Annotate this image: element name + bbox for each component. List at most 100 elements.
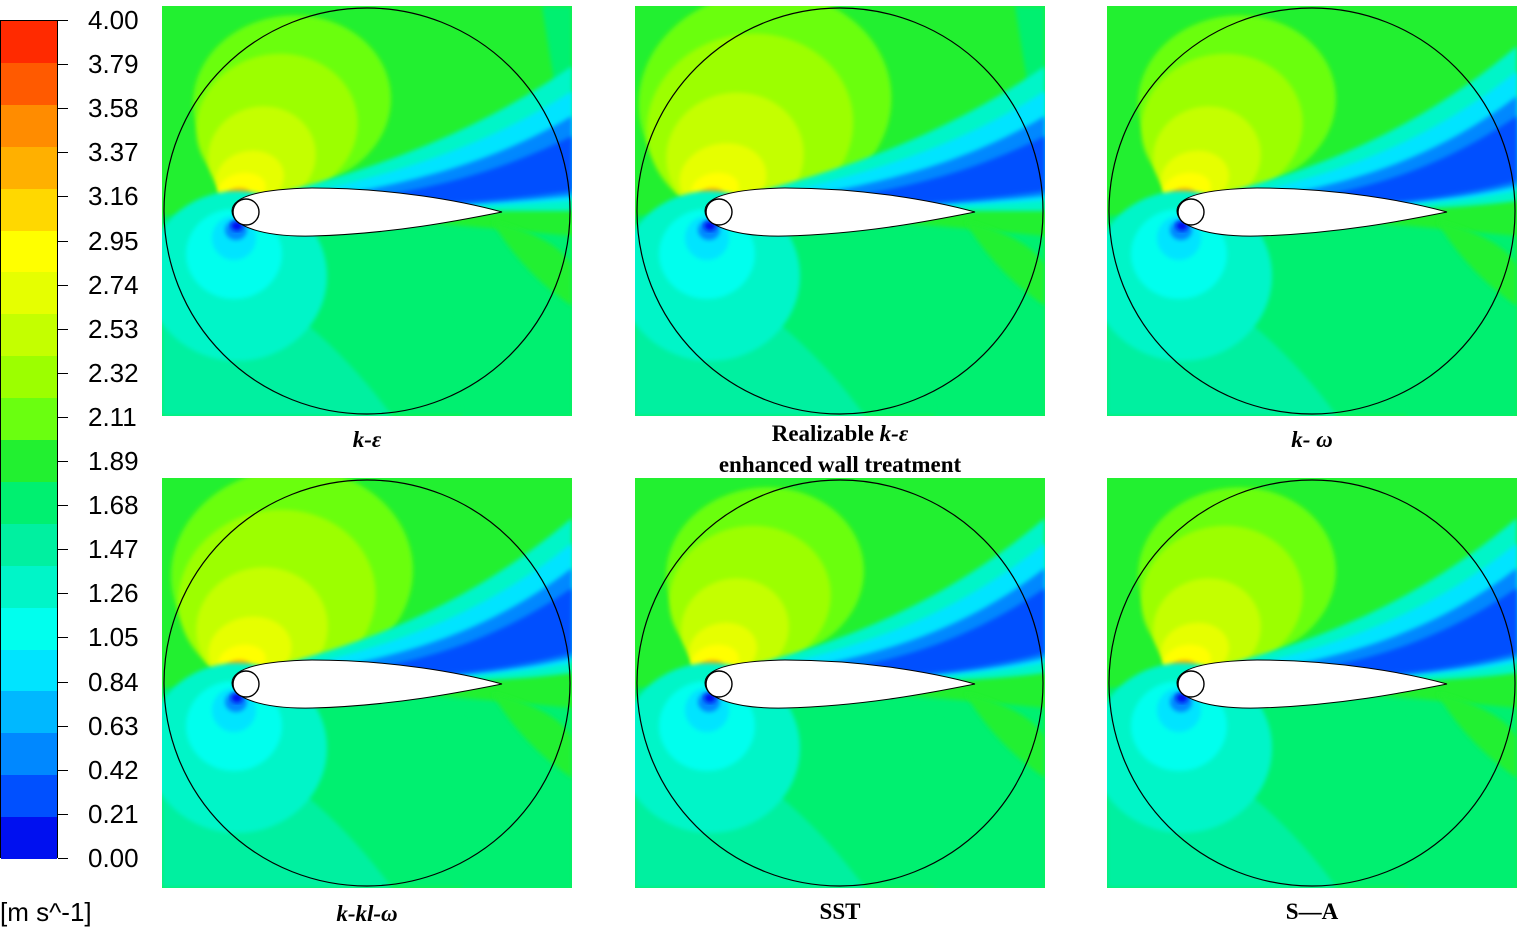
legend-tick — [58, 64, 68, 66]
legend-tick — [58, 328, 68, 330]
domain-boundary-circle — [163, 479, 571, 887]
legend-tick — [58, 593, 68, 595]
domain-boundary-circle — [1108, 479, 1516, 887]
legend-tick-label: 4.00 — [88, 5, 139, 35]
legend-unit-label: [m s^-1] — [0, 897, 92, 927]
velocity-color-legend: 4.00 3.79 3.58 3.37 3.16 2.95 2.74 2.53 2.32 2.11… — [0, 0, 160, 927]
legend-color-bar — [0, 20, 58, 860]
legend-tick — [58, 769, 68, 771]
leading-edge-cylinder — [232, 198, 260, 226]
legend-swatch — [1, 523, 57, 567]
leading-edge-cylinder — [1177, 198, 1205, 226]
legend-swatch — [1, 62, 57, 106]
legend-tick — [58, 813, 68, 815]
caption-realizable-line2: enhanced wall treatment — [718, 452, 962, 478]
caption-k-omega: k- ω — [1107, 424, 1517, 455]
legend-tick — [58, 681, 68, 683]
contour-plot — [635, 6, 1045, 416]
legend-swatch — [1, 314, 57, 357]
legend-tick — [58, 416, 68, 418]
legend-tick-label: 3.16 — [88, 181, 139, 212]
caption-k-eps-text: k-ε — [352, 427, 382, 452]
legend-swatch — [1, 565, 57, 609]
legend-tick-label: 3.37 — [88, 137, 139, 168]
contour-panel-k-eps — [162, 6, 572, 416]
legend-swatch — [1, 691, 57, 734]
legend-swatch — [1, 607, 57, 650]
caption-k-omega-text: k- ω — [1291, 427, 1333, 452]
legend-tick — [58, 20, 68, 21]
legend-tick — [58, 108, 68, 110]
legend-tick-label: 1.68 — [88, 490, 139, 521]
legend-tick-label: 2.95 — [88, 225, 139, 256]
domain-boundary-circle — [1108, 7, 1516, 415]
caption-sst: SST — [635, 896, 1045, 927]
legend-tick-label: 1.89 — [88, 446, 139, 477]
airfoil-shape — [231, 187, 503, 237]
contour-plot — [162, 478, 572, 888]
legend-swatch — [1, 188, 57, 231]
contour-panel-kkl-omega — [162, 478, 572, 888]
legend-swatch — [1, 146, 57, 190]
contour-plot — [162, 6, 572, 416]
domain-boundary-circle — [163, 7, 571, 415]
leading-edge-cylinder — [705, 198, 733, 226]
legend-tick-label: 2.11 — [88, 401, 137, 432]
airfoil-shape — [1176, 659, 1448, 709]
legend-swatch — [1, 104, 57, 148]
contour-panel-sst — [635, 478, 1045, 888]
legend-tick — [58, 549, 68, 551]
legend-swatch — [1, 21, 57, 64]
legend-tick — [58, 240, 68, 242]
airfoil-shape — [231, 659, 503, 709]
legend-tick-label: 0.42 — [88, 754, 139, 785]
caption-realizable: Realizable k-ε enhanced wall treatment — [635, 418, 1045, 480]
legend-tick — [58, 196, 68, 198]
legend-tick-label: 3.79 — [88, 49, 139, 80]
legend-tick-label: 0.00 — [88, 843, 139, 873]
legend-tick-label: 2.74 — [88, 269, 139, 300]
domain-boundary-circle — [636, 7, 1044, 415]
airfoil-shape — [1176, 187, 1448, 237]
legend-tick-label: 1.26 — [88, 578, 139, 609]
caption-kkl-omega-text: k-kl-ω — [336, 901, 398, 926]
legend-tick-label: 3.58 — [88, 93, 139, 124]
legend-swatch — [1, 733, 57, 776]
leading-edge-cylinder — [232, 670, 260, 698]
caption-realizable-plain: Realizable — [771, 421, 880, 446]
legend-swatch — [1, 272, 57, 315]
legend-tick — [58, 284, 68, 286]
legend-swatch — [1, 440, 57, 483]
legend-swatch — [1, 775, 57, 818]
caption-realizable-line1: Realizable k-ε — [635, 418, 1045, 449]
legend-tick — [58, 858, 68, 859]
airfoil-shape — [704, 187, 976, 237]
legend-swatch — [1, 230, 57, 273]
legend-swatch — [1, 356, 57, 399]
contour-plot — [1107, 478, 1517, 888]
contour-panel-k-omega — [1107, 6, 1517, 416]
airfoil-shape — [704, 659, 976, 709]
legend-swatch — [1, 481, 57, 525]
legend-tick — [58, 725, 68, 727]
legend-tick — [58, 152, 68, 154]
caption-sst-text: SST — [819, 899, 861, 924]
domain-boundary-circle — [636, 479, 1044, 887]
legend-tick — [58, 461, 68, 463]
leading-edge-cylinder — [1177, 670, 1205, 698]
legend-tick-label: 0.21 — [88, 798, 139, 829]
caption-k-eps: k-ε — [162, 424, 572, 455]
caption-realizable-italic: k-ε — [879, 421, 909, 446]
legend-tick — [58, 637, 68, 639]
legend-swatch — [1, 649, 57, 692]
caption-kkl-omega: k-kl-ω — [162, 898, 572, 929]
contour-plot — [1107, 6, 1517, 416]
legend-tick-label: 0.84 — [88, 666, 139, 697]
caption-s-a: S—A — [1107, 896, 1517, 927]
contour-panel-s-a — [1107, 478, 1517, 888]
caption-s-a-text: S—A — [1285, 899, 1339, 924]
legend-tick-label: 2.53 — [88, 313, 139, 344]
legend-tick — [58, 505, 68, 507]
legend-swatch — [1, 398, 57, 441]
